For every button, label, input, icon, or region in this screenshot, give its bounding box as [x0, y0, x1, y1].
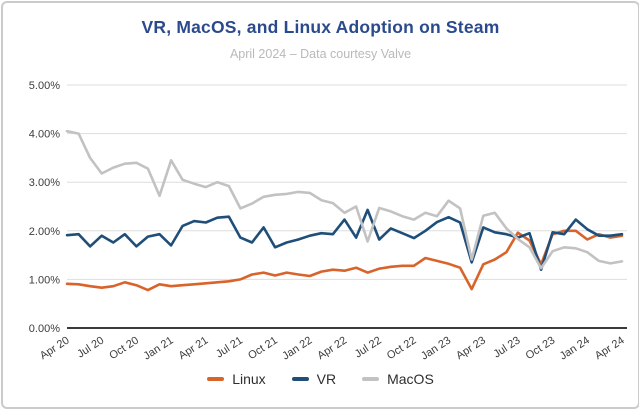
x-tick-label: Apr 21	[177, 334, 211, 362]
x-tick-label: Apr 20	[38, 334, 72, 362]
y-tick-label: 2.00%	[29, 226, 60, 238]
legend: Linux VR MacOS	[3, 371, 638, 387]
legend-label-linux: Linux	[232, 371, 266, 387]
legend-swatch-vr	[291, 377, 309, 381]
page-subtitle: April 2024 – Data courtesy Valve	[229, 47, 412, 61]
legend-item-macos: MacOS	[362, 371, 434, 387]
x-tick-label: Jan 22	[280, 334, 314, 362]
x-tick-label: Oct 22	[385, 334, 419, 362]
y-tick-label: 4.00%	[29, 129, 60, 141]
series-linux-line	[65, 229, 624, 292]
x-tick-label: Oct 23	[524, 334, 558, 362]
legend-label-macos: MacOS	[387, 371, 434, 387]
x-tick-label: Apr 24	[593, 334, 627, 362]
x-tick-label: Jan 21	[141, 334, 175, 362]
legend-swatch-macos	[362, 377, 380, 381]
y-tick-label: 3.00%	[29, 177, 60, 189]
x-tick-label: Apr 22	[315, 334, 349, 362]
page-title: VR, MacOS, and Linux Adoption on Steam	[141, 17, 500, 37]
y-tick-label: 0.00%	[29, 323, 60, 335]
x-tick-label: Jul 21	[214, 334, 245, 360]
legend-swatch-linux	[207, 377, 225, 381]
x-tick-label: Oct 21	[246, 334, 280, 362]
legend-item-linux: Linux	[207, 371, 266, 387]
x-tick-label: Jul 22	[353, 334, 384, 360]
x-tick-label: Jul 20	[75, 334, 106, 360]
y-tick-label: 1.00%	[29, 274, 60, 286]
series-macos-line	[65, 129, 624, 270]
legend-label-vr: VR	[316, 371, 337, 387]
series-vr-line	[65, 208, 624, 272]
x-tick-label: Apr 23	[454, 334, 488, 362]
x-tick-label: Jan 23	[419, 334, 453, 362]
x-tick-label: Jul 23	[491, 334, 522, 360]
y-tick-label: 5.00%	[29, 80, 60, 92]
x-tick-label: Jan 24	[558, 334, 592, 362]
legend-item-vr: VR	[291, 371, 337, 387]
x-tick-label: Oct 20	[107, 334, 141, 362]
chart-canvas: 0.00%1.00%2.00%3.00%4.00%5.00%Apr 20 Jul …	[29, 80, 627, 363]
